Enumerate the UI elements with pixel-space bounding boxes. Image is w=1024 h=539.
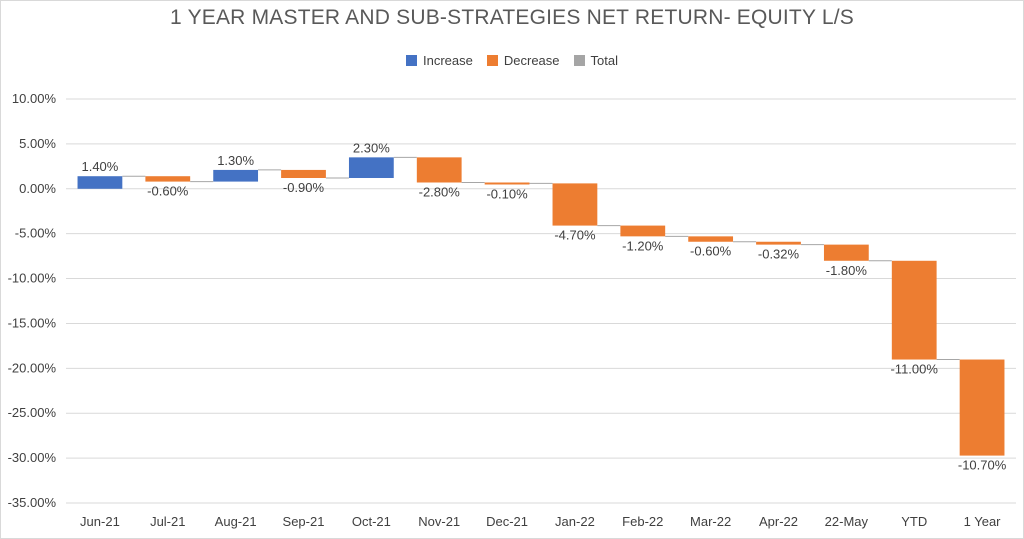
x-tick-label: Jun-21 [80,514,120,529]
y-tick-label: 0.00% [19,181,56,196]
data-label: -10.70% [958,458,1007,473]
x-tick-label: Apr-22 [759,514,798,529]
data-label: -4.70% [554,228,596,243]
x-tick-label: Nov-21 [418,514,460,529]
x-tick-label: Sep-21 [283,514,325,529]
waterfall-bar [620,225,666,237]
data-label: -2.80% [419,184,461,199]
waterfall-bar [416,157,462,183]
data-label: -11.00% [890,362,938,377]
y-tick-label: -20.00% [8,360,57,375]
waterfall-bar [823,244,869,261]
y-tick-label: 5.00% [19,136,56,151]
data-label: -0.60% [690,244,732,259]
waterfall-bar [77,176,123,189]
x-tick-label: 22-May [825,514,869,529]
legend-label-decrease: Decrease [503,53,560,68]
x-tick-label: YTD [901,514,927,529]
data-label: -1.20% [622,238,664,253]
legend-swatch-decrease [486,55,498,66]
waterfall-bar [281,169,326,179]
data-label: -1.80% [826,263,868,278]
legend-swatch-increase [406,55,417,66]
data-label: -0.32% [758,247,800,262]
x-tick-label: 1 Year [964,514,1002,529]
waterfall-bar [213,169,259,182]
x-tick-label: Oct-21 [352,514,391,529]
legend-item-increase: Increase [406,53,473,68]
y-tick-label: -35.00% [8,495,57,510]
x-tick-label: Jul-21 [150,514,185,529]
x-tick-label: Jan-22 [555,514,595,529]
waterfall-bar [688,236,734,242]
waterfall-bar [959,359,1005,456]
legend-item-decrease: Decrease [486,53,560,68]
x-tick-label: Dec-21 [486,514,528,529]
chart-legend: Increase Decrease Total [0,53,1024,68]
data-label: -0.90% [283,180,325,195]
y-tick-label: -30.00% [8,450,57,465]
waterfall-bar [484,182,530,185]
chart-title: 1 YEAR MASTER AND SUB-STRATEGIES NET RET… [170,6,854,29]
y-tick-label: -5.00% [15,226,57,241]
data-label: -0.60% [147,184,189,199]
x-tick-label: Mar-22 [690,514,731,529]
waterfall-bar [552,183,598,226]
data-label: 1.30% [217,153,254,168]
y-tick-label: -10.00% [8,271,57,286]
data-label: 1.40% [81,159,118,174]
waterfall-bar [348,157,394,179]
data-label: 2.30% [353,140,390,155]
y-tick-label: -25.00% [8,405,57,420]
data-label: -0.10% [486,186,528,201]
legend-swatch-total [573,55,585,66]
y-tick-label: 10.00% [12,91,57,106]
y-tick-label: -15.00% [8,315,57,330]
legend-item-total: Total [573,53,618,68]
x-tick-label: Aug-21 [215,514,257,529]
legend-label-total: Total [590,53,618,68]
waterfall-bar [891,260,937,360]
x-tick-label: Feb-22 [622,514,663,529]
waterfall-bar [145,176,191,182]
legend-label-increase: Increase [423,53,473,68]
waterfall-bar [756,241,801,245]
